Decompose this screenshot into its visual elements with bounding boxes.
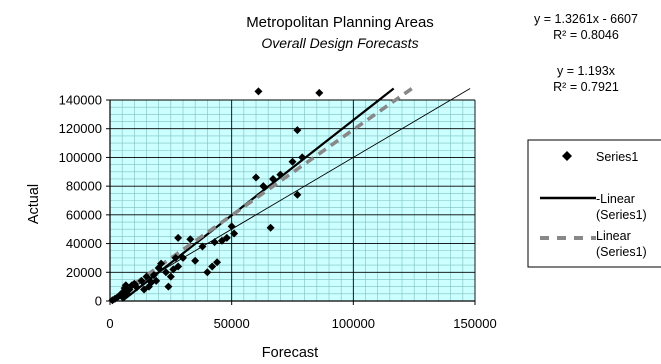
data-point <box>222 233 231 242</box>
data-point <box>203 268 212 277</box>
data-point <box>298 153 307 162</box>
data-point <box>152 276 161 285</box>
legend-item-linear-1-line1: -Linear <box>596 192 635 206</box>
y-tick-label: 100000 <box>59 150 102 165</box>
data-point <box>161 268 170 277</box>
legend-item-linear-1: -Linear (Series1) <box>596 192 647 222</box>
chart-title: Metropolitan Planning Areas <box>246 14 434 31</box>
data-point <box>276 170 285 179</box>
x-tick-label: 100000 <box>332 316 375 331</box>
data-point <box>132 283 141 292</box>
data-point <box>179 253 187 262</box>
data-point <box>269 174 278 183</box>
grid <box>109 99 476 302</box>
x-axis-label: Forecast <box>262 345 318 361</box>
x-tick-label: 0 <box>106 316 113 331</box>
data-point <box>171 253 180 262</box>
legend-item-linear-2-line2: (Series1) <box>596 245 647 259</box>
legend-item-linear-2: Linear (Series1) <box>596 229 647 259</box>
fit-equation-2: y = 1.193x <box>557 64 616 78</box>
data-point <box>157 259 166 268</box>
legend: Series1 -Linear (Series1) Linear (Series… <box>527 139 661 268</box>
x-tick-label: 50000 <box>214 316 250 331</box>
data-point <box>213 258 222 267</box>
data-point <box>266 223 275 232</box>
data-point <box>259 182 268 191</box>
legend-item-linear-1-line2: (Series1) <box>596 208 647 222</box>
tick-labels: 0 50000 100000 150000 0 20000 40000 60000 80000 1… <box>59 93 497 332</box>
y-tick-label: 120000 <box>59 121 102 136</box>
data-point <box>166 272 175 281</box>
y-tick-label: 140000 <box>59 93 102 108</box>
data-point <box>174 262 183 271</box>
data-point <box>208 262 217 271</box>
legend-item-linear-2-line1: Linear <box>596 229 631 243</box>
y-tick-label: 0 <box>95 294 102 309</box>
data-point <box>288 157 297 166</box>
chart-subtitle: Overall Design Forecasts <box>261 35 418 51</box>
data-point <box>191 256 200 265</box>
data-point <box>198 242 207 251</box>
legend-marker-icon <box>562 151 572 161</box>
data-point <box>227 222 236 231</box>
y-tick-label: 40000 <box>66 236 102 251</box>
data-point <box>293 126 302 135</box>
data-point <box>315 88 324 97</box>
axes <box>106 99 476 305</box>
data-point <box>123 289 132 298</box>
data-point <box>142 272 151 281</box>
data-point <box>120 284 129 293</box>
data-point <box>174 233 183 242</box>
x-tick-label: 150000 <box>453 316 496 331</box>
data-point <box>254 87 263 96</box>
legend-item-series1: Series1 <box>596 150 638 164</box>
data-point <box>252 173 260 182</box>
data-point <box>230 229 239 238</box>
data-point <box>137 276 146 285</box>
fit-equation-1: y = 1.3261x - 6607 <box>534 12 638 26</box>
fit-r2-2: R² = 0.7921 <box>553 80 619 94</box>
y-tick-label: 80000 <box>66 179 102 194</box>
y-tick-label: 60000 <box>66 207 102 222</box>
data-point <box>164 282 173 291</box>
data-point <box>186 235 195 244</box>
legend-box <box>527 139 661 268</box>
trendline-thin <box>109 88 471 302</box>
data-points <box>108 87 324 305</box>
y-axis-label: Actual <box>26 184 42 224</box>
data-point <box>149 271 158 280</box>
data-point <box>210 238 219 247</box>
fit-r2-1: R² = 0.8046 <box>553 28 619 42</box>
y-tick-label: 20000 <box>66 265 102 280</box>
data-point <box>293 190 302 199</box>
